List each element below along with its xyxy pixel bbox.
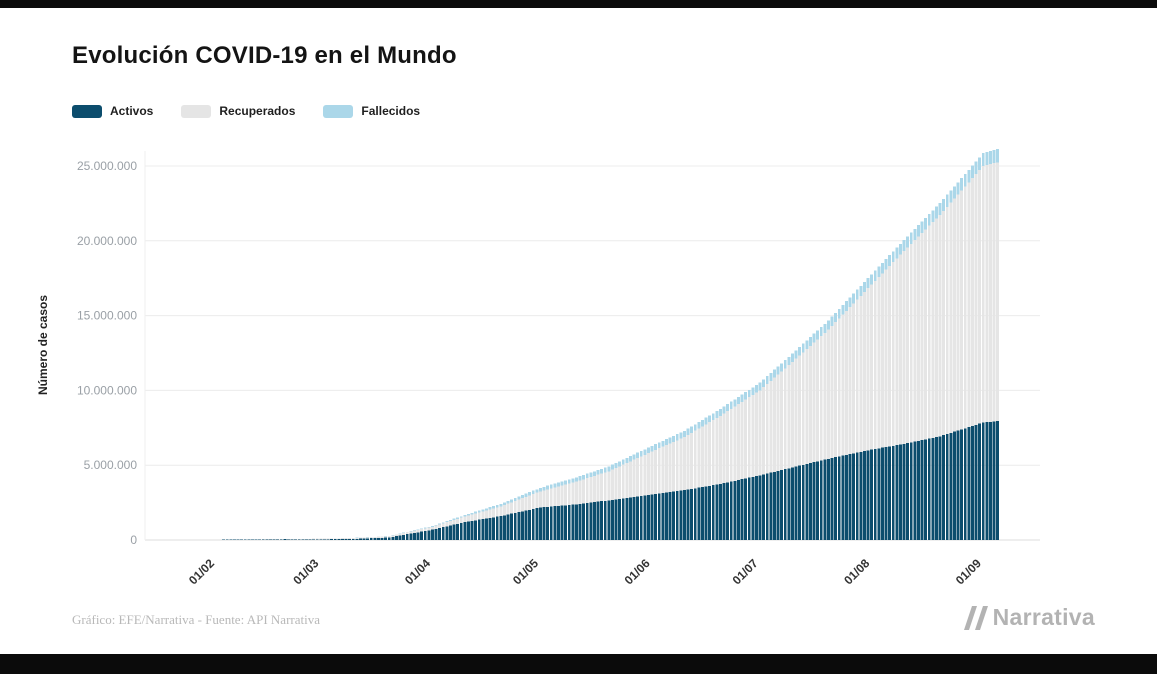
legend-label-fallecidos: Fallecidos: [361, 104, 421, 118]
covid-stacked-bar-chart: 0 5.000.000 10.000.000 15.000.000 20.000.000…: [36, 149, 1040, 587]
y-tick-label: 10.000.000: [77, 383, 137, 397]
y-tick-label: 20.000.000: [77, 234, 137, 248]
y-tick-label: 5.000.000: [84, 458, 138, 472]
narrativa-icon: [963, 605, 988, 630]
bottom-bar: [0, 654, 1157, 674]
narrativa-logo: Narrativa: [963, 604, 1095, 631]
legend-swatch-activos: [72, 104, 102, 118]
chart-legend: Activos Recuperados Fallecidos: [72, 104, 420, 118]
bars: [189, 149, 1000, 540]
x-axis-labels: 01/02 01/03 01/04 01/05 01/06 01/07 01/08 01/09: [186, 556, 984, 587]
legend-label-activos: Activos: [110, 104, 154, 118]
y-tick-label: 0: [130, 533, 137, 547]
credit-text: Gráfico: EFE/Narrativa - Fuente: API Nar…: [72, 612, 320, 627]
legend-item-activos[interactable]: Activos: [72, 104, 153, 118]
y-tick-label: 15.000.000: [77, 309, 137, 323]
y-axis-title: Número de casos: [36, 295, 50, 395]
x-tick-label: 01/04: [402, 556, 433, 587]
narrativa-wordmark: Narrativa: [992, 604, 1095, 630]
top-bar: [0, 0, 1157, 8]
legend-item-recuperados[interactable]: Recuperados: [181, 104, 295, 118]
x-tick-label: 01/02: [186, 556, 217, 587]
x-tick-label: 01/06: [622, 556, 653, 587]
legend-item-fallecidos[interactable]: Fallecidos: [323, 104, 420, 118]
legend-swatch-fallecidos: [323, 104, 354, 118]
x-tick-label: 01/08: [841, 556, 872, 587]
legend-label-recuperados: Recuperados: [219, 104, 296, 118]
legend-swatch-recuperados: [181, 104, 212, 118]
x-tick-label: 01/05: [510, 556, 541, 587]
x-tick-label: 01/03: [290, 556, 321, 587]
page-title: Evolución COVID-19 en el Mundo: [72, 42, 457, 69]
x-tick-label: 01/07: [730, 556, 761, 587]
y-tick-label: 25.000.000: [77, 159, 137, 173]
x-tick-label: 01/09: [953, 556, 984, 587]
